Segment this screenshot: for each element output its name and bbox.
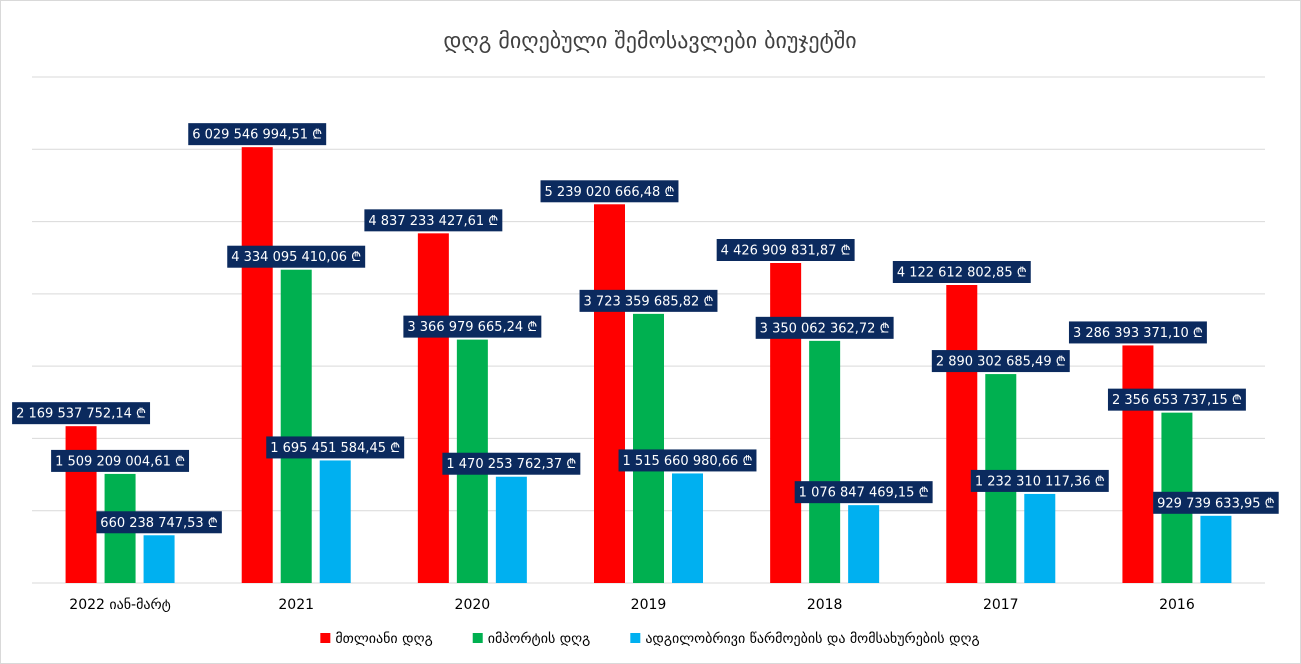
data-label: 4 426 909 831,87 ₾ [721,243,851,258]
data-label-box [1107,388,1246,411]
data-label: 929 739 633,95 ₾ [1157,496,1275,511]
data-label: 3 366 979 665,24 ₾ [407,320,537,335]
legend-label: ადგილობრივი წარმოების და მომსახურების დღ… [645,630,979,647]
bar [319,460,351,583]
x-tick-label: 2020 [455,597,491,613]
data-label: 3 350 062 362,72 ₾ [760,321,890,336]
data-label-box [892,260,1031,283]
legend: მთლიანი დღგ იმპორტის დღგ ადგილობრივი წარმო… [320,630,980,647]
data-labels: 2 169 537 752,14 ₾ 1 509 209 004,61 ₾ 660 … [12,123,1279,534]
bar [770,262,802,583]
data-label: 1 232 310 117,36 ₾ [975,474,1105,489]
data-label: 1 515 660 980,66 ₾ [623,454,753,469]
data-label-box [266,436,405,459]
data-label-box [970,469,1109,492]
data-label: 3 723 359 685,82 ₾ [584,294,714,309]
x-tick-label: 2021 [278,597,314,613]
data-label: 3 286 393 371,10 ₾ [1073,326,1203,341]
data-label: 2 169 537 752,14 ₾ [16,407,146,422]
legend-swatch [472,633,483,643]
bar [417,233,449,583]
data-label: 4 122 612 802,85 ₾ [897,265,1027,280]
data-label-box [579,289,718,312]
x-tick-label: 2018 [807,597,843,613]
legend-label: იმპორტის დღგ [488,630,591,647]
data-label-box [755,316,894,339]
bar [143,535,175,583]
bar [1200,515,1232,583]
bar [633,313,664,583]
data-label-box [12,402,151,425]
bar [946,284,978,583]
bar [241,147,273,583]
x-tick-label: 2019 [631,597,667,613]
bar [65,426,97,583]
data-label: 1 509 209 004,61 ₾ [55,454,185,469]
data-label-box [794,481,933,504]
legend-label: მთლიანი დღგ [335,631,432,647]
data-label-box [931,350,1070,373]
data-label: 4 334 095 410,06 ₾ [231,250,361,265]
data-label-box [540,180,679,203]
bar [672,473,703,583]
x-tick-label: 2017 [983,597,1019,613]
data-label-box [227,245,366,268]
data-label-box [1153,491,1279,514]
bar [495,476,527,583]
data-label: 660 238 747,53 ₾ [100,516,218,531]
bar [594,204,625,584]
legend-swatch [630,633,641,643]
data-label-box [618,449,757,472]
data-label: 5 239 020 666,48 ₾ [545,185,675,200]
data-label-box [51,449,190,472]
data-label-box [403,315,542,338]
data-label-box [188,123,327,146]
legend-swatch [320,633,331,643]
data-label: 6 029 546 994,51 ₾ [192,128,322,143]
x-tick-label: 2022 იან-მარტ [69,596,171,613]
bar [1122,345,1154,583]
data-label: 4 837 233 427,61 ₾ [368,214,498,229]
bar [809,340,841,583]
bar [1024,493,1056,583]
bar [848,505,880,583]
data-label: 1 470 253 762,37 ₾ [446,457,576,472]
data-label-box [716,238,855,261]
chart-title: დღგ მიღებული შემოსავლები ბიუჯეტში [443,29,856,54]
data-label-box [1068,321,1207,344]
data-label: 1 076 847 469,15 ₾ [799,486,929,501]
data-label: 2 890 302 685,49 ₾ [936,355,1066,370]
data-label-box [442,452,581,475]
data-label: 2 356 653 737,15 ₾ [1112,393,1242,408]
data-label-box [364,209,503,232]
data-label-box [96,511,222,534]
x-tick-label: 2016 [1159,597,1195,613]
bar [280,269,312,583]
data-label: 1 695 451 584,45 ₾ [270,441,400,456]
